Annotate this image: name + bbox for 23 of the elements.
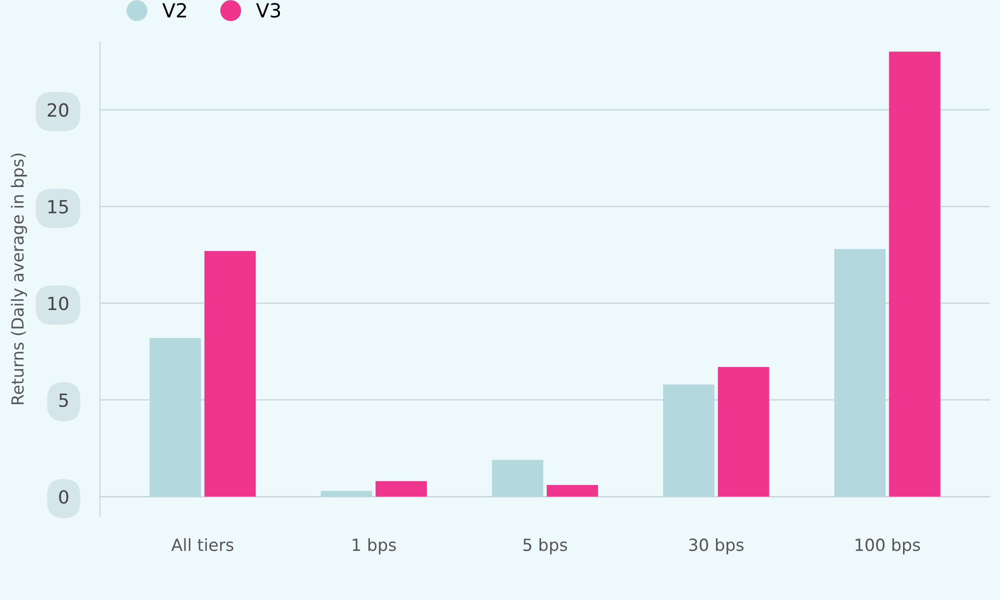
y-tick-label: 20	[48, 103, 68, 117]
bar	[889, 52, 940, 497]
bar	[204, 250, 256, 497]
y-tick-label: 10	[48, 296, 68, 310]
y-tick-label: 0	[59, 490, 68, 504]
bar	[834, 249, 886, 497]
legend-label: V3	[256, 2, 280, 18]
x-tick-label: 5 bps	[523, 538, 568, 554]
x-tick-label: 1 bps	[352, 538, 396, 554]
bar	[492, 460, 544, 497]
bar	[376, 481, 427, 497]
x-tick-label: All tiers	[171, 538, 234, 552]
y-tick-label: 15	[48, 200, 68, 214]
legend-label: V2	[162, 2, 186, 18]
x-tick-label: 100 bps	[856, 538, 920, 554]
bar	[320, 490, 372, 497]
bar	[718, 367, 770, 497]
y-axis-title: Returns (Daily average in bps)	[10, 154, 28, 404]
y-tick-label: 5	[59, 394, 68, 408]
bar	[546, 485, 598, 497]
bar	[663, 384, 714, 497]
x-tick-label: 30 bps	[689, 538, 744, 554]
bar	[150, 338, 201, 497]
